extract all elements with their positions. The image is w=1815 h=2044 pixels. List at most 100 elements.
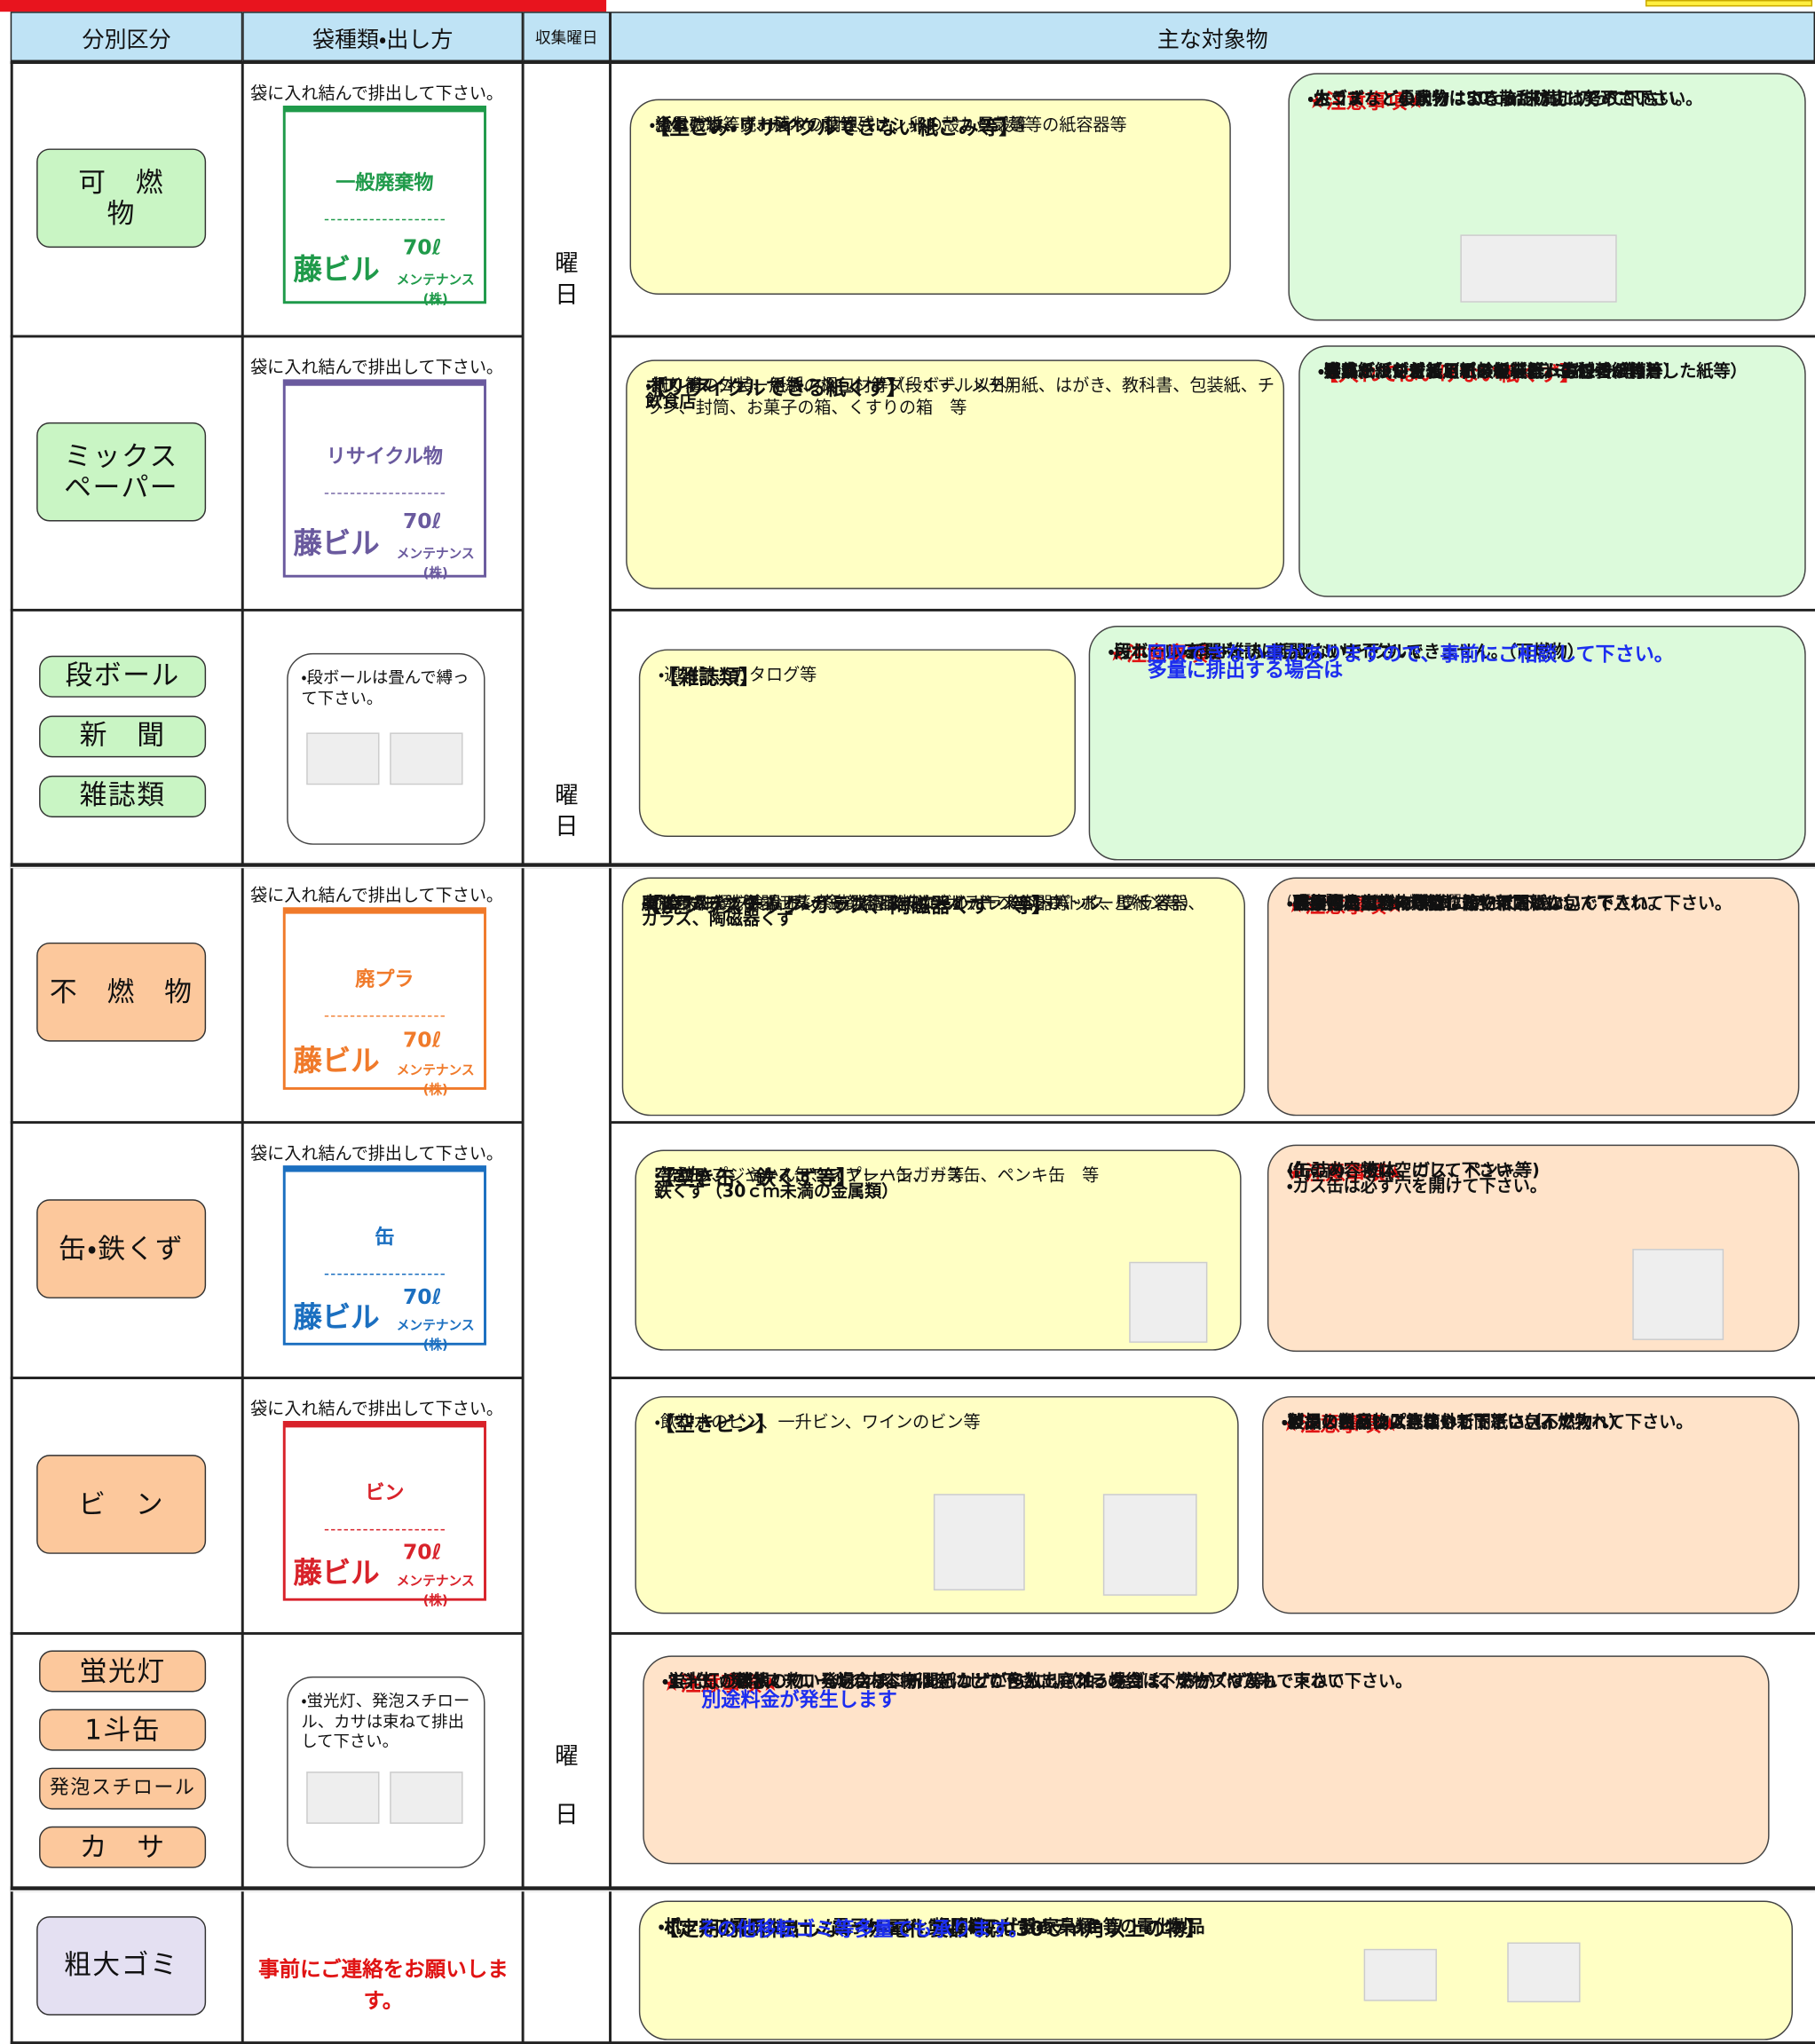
- day-mark: 日: [555, 281, 579, 310]
- bag-size: 70ℓ: [402, 1283, 442, 1309]
- box-line: その他移転ゴミ等多量でも承ります。: [697, 1917, 1029, 1942]
- bag-label: 缶: [324, 1222, 445, 1275]
- box-line: （ホース、ロープ等）: [1287, 894, 1455, 914]
- box-line: ・木くずなど長尺物は50ｃｍ未満に切って下さい。: [1307, 90, 1693, 110]
- category-label: 粗大ゴミ: [36, 1915, 207, 2016]
- box-line: ガラス、陶磁器くず: [641, 910, 794, 930]
- bag-image: 一般廃棄物 藤ビル 70ℓ メンテナンス(株): [282, 105, 486, 308]
- box-line: ・汚れている段ボール・新聞はリサイクルできません。（可燃物）: [1108, 643, 1584, 663]
- bag-company: メンテナンス(株): [396, 548, 475, 582]
- top-band: [0, 0, 607, 12]
- box-line: (下記「回収できない物」参照: [1287, 894, 1462, 909]
- box-line: (缶詰め、液体、ガス、ペンキ等): [1287, 1161, 1540, 1181]
- bag-note: 袋に入れ結んで排出して下さい。: [250, 1400, 504, 1420]
- box-line: ・長尺物は50ｃｍ未満に切って下さい。: [1287, 894, 1587, 914]
- item-image: [306, 1772, 380, 1824]
- box-line: ・クリップ、やかん、ワイヤーハンガー等: [654, 1166, 965, 1187]
- row-rule: [610, 335, 1815, 338]
- photo: [1632, 1249, 1724, 1340]
- row-rule: [610, 1121, 1815, 1125]
- box-line: おもちゃ、洗面器、薬の錠剤容器、ハンガー、ペットボトル、壁紙 等: [641, 894, 1172, 914]
- box-line: ・残飯等の生ごみは取り除いて下さい。: [1287, 894, 1581, 914]
- box-title: ★注意事項★: [1282, 1413, 1400, 1437]
- box-title: 【空きビン】: [654, 1413, 777, 1437]
- row-rule: [10, 608, 524, 612]
- row-rule: [10, 61, 1815, 64]
- category-label: 新 聞: [39, 714, 207, 757]
- bag-note: 袋に入れ結んで排出して下さい。: [250, 358, 504, 378]
- bag-label: 一般廃棄物: [324, 168, 445, 220]
- info-box: 【雑誌類】 ・週刊誌、カタログ等: [638, 649, 1077, 837]
- info-box: ★注意事項★ ・残飯等の生ごみは取り除いて下さい。 ・容器内の内容物は空にして下さい…: [1267, 877, 1800, 1117]
- header-cell: 収集曜日: [523, 12, 611, 62]
- box-line: ・汚れた紙くず（アイスの容器、生ゴミが付着した紙等）: [1318, 362, 1748, 383]
- bag-label: リサイクル物: [324, 441, 445, 494]
- bag-image: ビン 藤ビル 70ℓ メンテナンス(株): [282, 1420, 486, 1609]
- box-line: ・1斗缶、発泡スチロールの内容物は空にして下さい。（油、生ゴミ、おがくず等）: [662, 1672, 1282, 1693]
- category-label: 段ボール: [39, 655, 207, 698]
- box-line: ・汚れた紙くず、ティッシュ、レシート、カップ麺等の紙容器等: [649, 115, 1127, 136]
- info-box: ★注意事項★ ・ビンのキャップ等は外して下さい。 ・ビンの内容物は空にして下さい。・…: [1262, 1396, 1800, 1614]
- box-line: 空き缶: [654, 1166, 706, 1187]
- box-line: 別途料金が発生します: [701, 1688, 897, 1712]
- bag-image: リサイクル物 藤ビル 70ℓ メンテナンス(株): [282, 379, 486, 581]
- instruction-box: ・蛍光灯、発泡スチロール、カサは束ねて排出して下さい。: [287, 1676, 485, 1868]
- bag-company: メンテナンス(株): [396, 1319, 475, 1353]
- box-line: ・蛍光灯が破損している場合は、新聞紙などに包んで廃プラの袋（不燃物）に入れて下さ…: [662, 1672, 1345, 1693]
- day-mark: 日: [555, 813, 579, 841]
- header-cell: 分別区分: [10, 12, 243, 62]
- box-line: ・容器内の内容物は空にして下さい。: [1287, 894, 1564, 914]
- item-image: [390, 732, 463, 785]
- box-title: 【生ごみ・リサイクルできない紙ごみ等】: [649, 115, 1020, 140]
- header-cell: 袋種類・出し方: [242, 12, 524, 62]
- row-rule: [610, 1377, 1815, 1379]
- photo: [1363, 1948, 1437, 2001]
- box-line: ・割り箸の外装、紙製の梱包材等（段ボール以外）: [645, 376, 1024, 397]
- row-rule: [10, 863, 1815, 869]
- photo: [1507, 1942, 1581, 2003]
- category-label: 1斗缶: [39, 1709, 207, 1751]
- box-line: ・ガス缶は必ず穴を開けて下さい。: [1287, 1177, 1547, 1197]
- box-title: 【雑誌類】: [658, 666, 760, 690]
- bag-size: 70ℓ: [402, 509, 442, 534]
- column-rule: [609, 61, 612, 2044]
- box-line: ・紙おむつ等: [649, 115, 740, 136]
- box-line: ・紙くず、コピー用紙、シュレッダーくず、メモ用紙、はがき、教科書、包装紙、チラシ…: [645, 376, 1274, 418]
- photo: [1129, 1261, 1208, 1343]
- box-line: ・破損したビンは、箱や新聞紙に包んで入れて下さい。: [1282, 1413, 1693, 1433]
- info-box: ★注意事項★ ・1斗缶、発泡スチロールの内容物は空にして下さい。（油、生ゴミ、おが…: [643, 1655, 1770, 1865]
- row-rule: [10, 1377, 524, 1379]
- category-label: ビ ン: [36, 1455, 207, 1554]
- box-title: 【入れてはいけない紙くず】: [1318, 362, 1581, 386]
- bag-brand: 藤ビル: [293, 1557, 380, 1590]
- box-line: 飲食店: [645, 392, 697, 413]
- box-line: ・缶詰め、ジュース缶、スプレー缶、ガス缶、ペンキ缶 等: [654, 1166, 1100, 1187]
- box-title: 【リサイクルできる紙くず】: [645, 376, 907, 400]
- box-title: ★注意事項★: [662, 1672, 780, 1696]
- box-line: 多量に排出する場合は: [1147, 658, 1344, 683]
- category-label: 不 燃 物: [36, 942, 207, 1042]
- box-line: ・ビンの内容物は空にして下さい。: [1282, 1413, 1542, 1433]
- photo: [933, 1494, 1025, 1590]
- category-label: ミックス ペーパー: [36, 422, 207, 522]
- bag-size: 70ℓ: [402, 1027, 442, 1053]
- bag-company: メンテナンス(株): [396, 273, 475, 308]
- box-line: ・週刊誌、カタログ等: [658, 666, 817, 686]
- box-line: ・破損したガラス等は、箱や新聞紙に包んで入れて下さい。: [1287, 894, 1732, 914]
- bag-note: 袋に入れ結んで排出して下さい。: [250, 886, 504, 906]
- category-label: 雑誌類: [39, 775, 207, 817]
- box-line: ・感熱紙（ＦＡＸ用紙、レシート等）: [1318, 362, 1596, 383]
- day-mark: 曜: [555, 250, 579, 278]
- box-title: ★注意事項★: [1108, 643, 1226, 667]
- box-line: ・ガラス製品は入れないで下さい（不燃物へ）: [1282, 1413, 1626, 1433]
- box-title: 【定期的に排出しない物・電化製品・概ね30ｃｍ角以上の物】: [658, 1917, 1206, 1942]
- box-line: 事務用品などのプラスチック用品（ビデオテープ、ＣＤ、ボールペン等）: [641, 894, 1199, 914]
- row-rule: [10, 1121, 524, 1125]
- box-line: ・カラスなど小動物による散乱防止に努めて下さい。: [1307, 90, 1703, 110]
- column-rule: [241, 61, 244, 2044]
- box-line: ・缶の内容物は空にして下さい。: [1287, 1161, 1530, 1181]
- row-rule: [10, 1886, 1815, 1892]
- instruction-note: ・段ボールは畳んで縛って下さい。: [301, 667, 470, 708]
- day-mark: 日: [555, 1801, 579, 1829]
